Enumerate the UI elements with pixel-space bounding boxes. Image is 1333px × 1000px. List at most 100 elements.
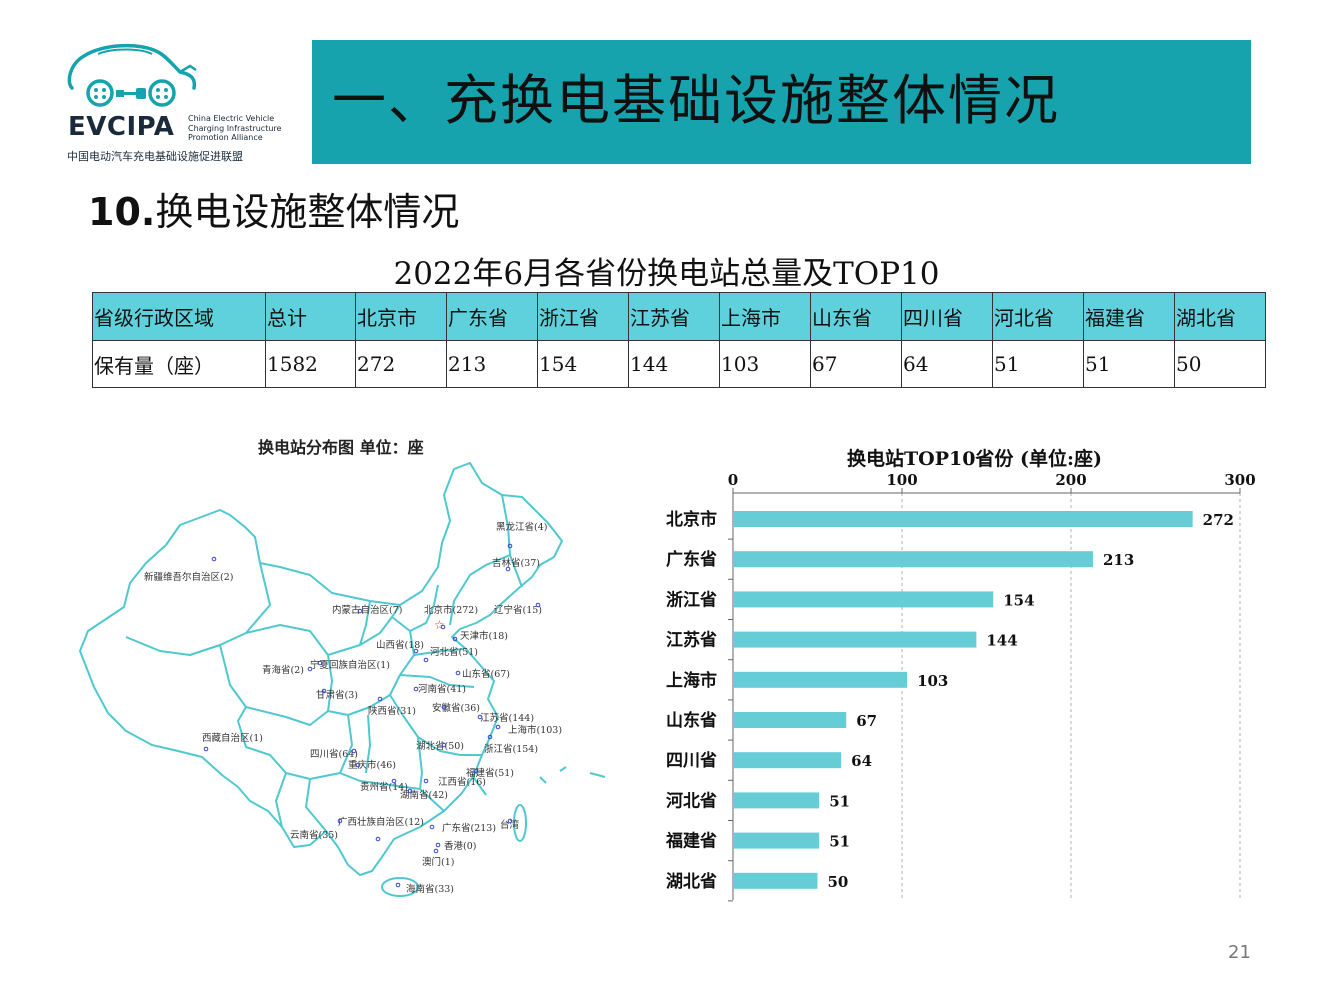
bar	[733, 792, 820, 809]
table-cell: 154	[537, 340, 629, 388]
map-station-dot	[423, 657, 429, 663]
map-label: 江苏省(144)	[480, 712, 534, 724]
map-label: 广东省(213)	[442, 822, 496, 834]
map-label: 陕西省(31)	[368, 705, 416, 717]
bar	[733, 511, 1193, 527]
table-cell: 保有量（座）	[92, 340, 266, 388]
map-station-dot	[395, 882, 401, 888]
map-station-dot	[433, 848, 439, 854]
evcipa-logo: EVCIPA China Electric Vehicle Charging I…	[62, 38, 282, 166]
table-header-cell: 浙江省	[537, 292, 629, 341]
logo-chinese-name: 中国电动汽车充电基础设施促进联盟	[67, 150, 243, 163]
data-label: 67	[856, 712, 877, 730]
table-cell: 272	[355, 340, 447, 388]
bar	[733, 712, 847, 728]
capital-star-icon: ☆	[434, 618, 445, 632]
map-label: 山东省(67)	[462, 668, 510, 680]
logo-wordmark: EVCIPA	[68, 112, 175, 142]
table-cell: 103	[719, 340, 811, 388]
map-station-dot	[435, 842, 441, 848]
bar	[733, 752, 842, 769]
x-tick-label: 300	[1224, 471, 1255, 489]
map-label: 重庆市(46)	[348, 759, 396, 771]
table-cell: 51	[992, 340, 1084, 388]
map-station-dot	[391, 778, 397, 784]
map-station-dot	[203, 746, 209, 752]
map-station-dot	[535, 602, 541, 608]
map-station-dot	[505, 566, 511, 572]
bar	[733, 671, 908, 688]
section-number: 10.	[88, 190, 156, 234]
x-tick-label: 200	[1055, 471, 1086, 489]
map-station-dot	[452, 636, 458, 642]
table-header-cell: 河北省	[992, 292, 1084, 341]
category-label: 湖北省	[666, 871, 717, 892]
map-label: 黑龙江省(4)	[496, 521, 547, 533]
ev-car-plug-icon	[67, 43, 197, 107]
page-number: 21	[1228, 942, 1251, 963]
category-label: 浙江省	[666, 589, 717, 610]
map-station-dot	[441, 742, 447, 748]
category-label: 四川省	[666, 750, 717, 771]
china-distribution-map: ☆ 黑龙江省(4) 吉林省(37) 辽宁省(15) 北京市(272) 天津市(18) 内蒙…	[79, 462, 606, 897]
map-station-dot	[495, 724, 501, 730]
map-label: 湖南省(42)	[400, 789, 448, 801]
map-label: 青海省(2)	[262, 664, 304, 676]
page-title: 一、充换电基础设施整体情况	[332, 69, 1060, 132]
chart-title: 换电站TOP10省份 (单位:座)	[847, 448, 1103, 470]
map-label: 北京市(272)	[424, 604, 478, 616]
top10-bar-chart: 0 100 200 300 北京市 272 广东省 213 浙江省 154 江苏省 144 上海市 103…	[665, 471, 1256, 902]
map-label: 云南省(35)	[290, 829, 338, 841]
map-station-dot	[351, 748, 357, 754]
map-station-dot	[355, 762, 361, 768]
table-header-cell: 省级行政区域	[92, 292, 266, 341]
map-label: 海南省(33)	[406, 883, 454, 895]
map-outline	[79, 462, 606, 897]
table-header-cell: 江苏省	[628, 292, 720, 341]
data-label: 272	[1203, 511, 1234, 529]
table-cell: 67	[810, 340, 902, 388]
section-title: 10.换电设施整体情况	[88, 188, 459, 236]
map-station-dot	[507, 818, 513, 824]
table-header-row: 省级行政区域 总计 北京市 广东省 浙江省 江苏省 上海市 山东省 四川省 河北…	[92, 292, 1266, 341]
x-tick-label: 0	[728, 471, 738, 489]
map-station-dot	[413, 686, 419, 692]
data-label: 51	[829, 833, 850, 851]
data-label: 144	[986, 632, 1017, 650]
map-label: 浙江省(154)	[484, 743, 538, 755]
table-cell: 1582	[265, 340, 356, 388]
map-label: 四川省(64)	[310, 748, 358, 760]
map-label: 香港(0)	[444, 840, 476, 852]
bar	[733, 631, 977, 648]
category-label: 广东省	[666, 549, 717, 570]
category-label: 福建省	[665, 831, 717, 852]
stations-table: 省级行政区域 总计 北京市 广东省 浙江省 江苏省 上海市 山东省 四川省 河北…	[92, 292, 1266, 388]
table-cell: 64	[901, 340, 993, 388]
map-station-dot	[477, 714, 483, 720]
table-cell: 144	[628, 340, 720, 388]
map-label: 辽宁省(15)	[494, 604, 542, 616]
bar	[733, 872, 818, 889]
table-header-cell: 山东省	[810, 292, 902, 341]
table-header-cell: 北京市	[355, 292, 447, 341]
table-header-cell: 上海市	[719, 292, 811, 341]
map-station-dot	[455, 670, 461, 676]
map-station-dot	[407, 788, 413, 794]
data-label: 213	[1103, 551, 1134, 569]
table-header-cell: 总计	[265, 292, 356, 341]
map-station-dot	[375, 836, 381, 842]
table-cell: 213	[446, 340, 538, 388]
category-label: 北京市	[666, 509, 717, 530]
map-label: 台湾	[500, 819, 520, 831]
table-row: 保有量（座） 1582 272 213 154 144 103 67 64 51…	[92, 340, 1266, 388]
map-label: 上海市(103)	[508, 724, 562, 736]
map-label: 河南省(41)	[418, 683, 466, 695]
data-label: 103	[917, 672, 948, 690]
map-station-dot	[321, 688, 327, 694]
map-station-dot	[487, 734, 493, 740]
logo-english-name: China Electric Vehicle Charging Infrastr…	[188, 114, 282, 142]
data-label: 50	[828, 873, 849, 891]
table-header-cell: 四川省	[901, 292, 993, 341]
table-cell: 50	[1174, 340, 1266, 388]
map-station-dot	[317, 660, 323, 666]
